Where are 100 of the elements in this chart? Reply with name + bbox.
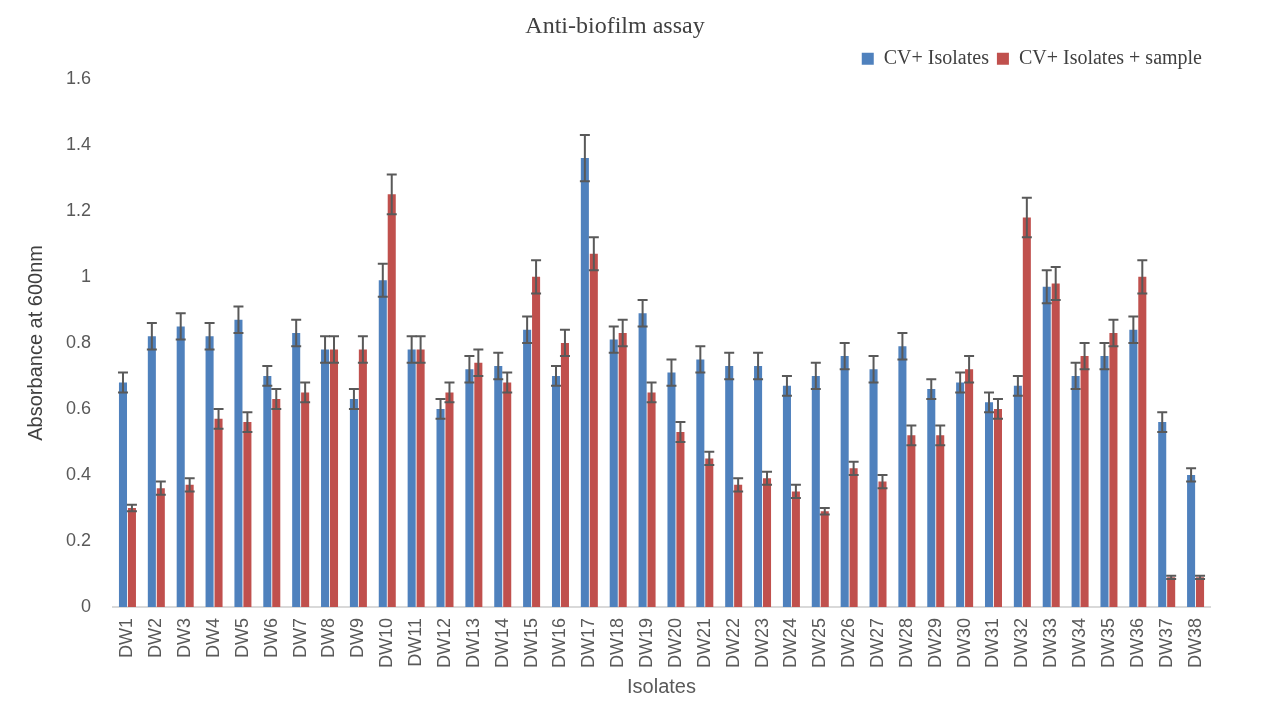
bar <box>263 375 272 607</box>
x-tick-label: DW31 <box>982 617 1003 669</box>
bar <box>445 392 454 607</box>
bar <box>984 402 994 607</box>
legend-label: CV+ Isolates + sample <box>1018 46 1203 70</box>
x-tick-label: DW10 <box>376 617 397 669</box>
y-tick-label: 0.2 <box>65 529 92 550</box>
bar <box>1100 356 1109 607</box>
x-tick-label: DW14 <box>491 617 512 669</box>
bar <box>907 435 916 607</box>
bar <box>1071 375 1080 607</box>
bar <box>1158 422 1167 607</box>
bar <box>349 399 358 607</box>
bar <box>301 392 310 607</box>
bar <box>609 339 618 607</box>
x-tick-label: DW27 <box>866 617 887 669</box>
bar <box>185 484 194 607</box>
bar <box>580 158 589 607</box>
bar <box>638 313 647 607</box>
bar <box>1022 217 1031 607</box>
bar <box>618 332 627 607</box>
bar <box>234 319 243 607</box>
bar <box>214 418 223 607</box>
x-tick-label: DW38 <box>1184 617 1205 669</box>
bar <box>272 399 281 607</box>
bar <box>378 280 387 607</box>
bar <box>1129 329 1138 607</box>
bar <box>156 488 165 607</box>
bar <box>647 392 656 607</box>
bar <box>763 478 772 607</box>
x-tick-label: DW17 <box>578 617 599 669</box>
bar <box>551 375 561 607</box>
bar <box>1196 577 1205 607</box>
legend-label: CV+ Isolates <box>883 46 990 69</box>
bar <box>820 511 829 607</box>
bar <box>358 349 367 607</box>
x-axis-title: Isolates <box>627 674 696 697</box>
bar <box>696 359 705 607</box>
bar <box>754 366 763 607</box>
y-axis-title: Absorbance at 600nm <box>23 245 46 441</box>
x-tick-label: DW18 <box>607 617 628 669</box>
bar <box>494 366 503 607</box>
x-tick-label: DW32 <box>1011 617 1032 669</box>
x-tick-label: DW24 <box>780 617 801 669</box>
y-tick-label: 0.6 <box>65 397 92 418</box>
bar <box>1051 283 1060 607</box>
y-tick-label: 0 <box>81 595 92 616</box>
bar <box>705 458 714 607</box>
y-tick-label: 1 <box>81 265 92 286</box>
x-tick-label: DW19 <box>636 617 657 669</box>
x-tick-label: DW7 <box>289 617 310 658</box>
bar <box>1013 385 1022 607</box>
bar <box>734 484 743 607</box>
x-tick-label: DW20 <box>664 617 685 669</box>
x-tick-label: DW29 <box>924 617 945 669</box>
x-tick-label: DW25 <box>809 617 830 669</box>
bar <box>782 385 791 607</box>
bar <box>1042 286 1051 607</box>
bar <box>898 346 907 607</box>
bar <box>474 362 483 607</box>
x-tick-label: DW37 <box>1155 617 1176 669</box>
bar <box>676 432 685 607</box>
y-tick-label: 0.4 <box>65 463 92 484</box>
y-tick-label: 0.8 <box>65 331 92 352</box>
bar <box>243 422 252 607</box>
bar <box>560 342 569 607</box>
y-tick-label: 1.2 <box>65 199 92 220</box>
bar <box>407 349 416 607</box>
bar <box>811 375 820 607</box>
bar <box>1080 356 1089 607</box>
x-tick-label: DW1 <box>116 617 137 658</box>
bar <box>849 468 858 607</box>
bar <box>791 491 800 607</box>
bar <box>965 369 974 607</box>
bar <box>725 366 734 607</box>
bar <box>416 349 425 607</box>
x-tick-label: DW6 <box>260 617 281 658</box>
x-tick-label: DW15 <box>520 617 541 669</box>
chart-title: Anti-biofilm assay <box>525 11 705 38</box>
x-tick-label: DW36 <box>1126 617 1147 669</box>
bar <box>1167 577 1176 607</box>
bar <box>667 372 676 607</box>
bar <box>936 435 945 607</box>
bar <box>589 253 598 607</box>
x-tick-label: DW9 <box>347 617 368 658</box>
bar <box>840 356 849 607</box>
x-tick-label: DW2 <box>145 617 166 658</box>
bar <box>532 276 541 607</box>
bar <box>878 481 887 607</box>
bar <box>292 332 301 607</box>
bar <box>205 336 214 607</box>
x-tick-label: DW8 <box>318 617 339 658</box>
bar <box>993 408 1002 607</box>
bar <box>1187 474 1196 607</box>
x-tick-label: DW21 <box>693 617 714 669</box>
x-tick-label: DW30 <box>953 617 974 669</box>
bar <box>503 382 512 607</box>
x-tick-label: DW16 <box>549 617 570 669</box>
x-tick-label: DW3 <box>174 617 195 658</box>
x-tick-label: DW11 <box>405 617 426 667</box>
